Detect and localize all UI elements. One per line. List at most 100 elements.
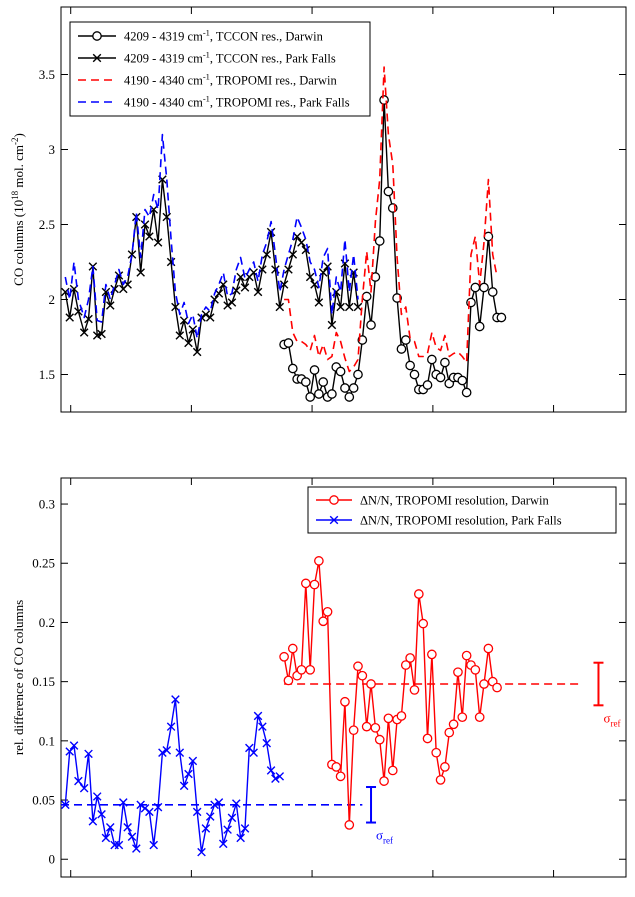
data-point xyxy=(340,696,350,707)
data-point xyxy=(262,250,272,259)
data-point xyxy=(327,320,337,330)
data-point xyxy=(127,832,137,842)
plot-frame xyxy=(60,6,627,413)
data-point xyxy=(396,344,407,354)
y-axis-label: rel. difference of CO columns xyxy=(11,600,26,755)
data-point xyxy=(297,238,306,247)
data-point xyxy=(236,833,245,843)
y-tick-label: 2.5 xyxy=(39,217,55,232)
data-point xyxy=(336,302,345,312)
data-point xyxy=(279,280,289,289)
data-point xyxy=(483,643,494,654)
data-point xyxy=(357,670,368,681)
data-point xyxy=(353,302,363,312)
legend-marker xyxy=(92,53,102,63)
data-point xyxy=(171,695,180,704)
legend-entry: ΔN/N, TROPOMI resolution, Park Falls xyxy=(360,514,562,528)
data-point xyxy=(253,711,263,721)
data-point xyxy=(105,301,115,310)
data-point xyxy=(123,822,132,832)
sigma-ref-label: σref xyxy=(603,710,620,728)
data-point xyxy=(61,287,70,297)
legend-box xyxy=(307,486,617,534)
y-tick-label: 3 xyxy=(49,142,56,157)
data-point xyxy=(214,798,224,807)
data-point xyxy=(162,746,172,755)
legend-entry: ΔN/N, TROPOMI resolution, Darwin xyxy=(360,494,549,508)
y-tick-label: 0.2 xyxy=(39,615,55,630)
data-point xyxy=(145,232,154,241)
data-point xyxy=(444,727,455,738)
data-point xyxy=(153,802,163,812)
data-point xyxy=(323,262,332,271)
data-point xyxy=(92,792,102,801)
data-point xyxy=(305,392,316,402)
data-point xyxy=(453,667,463,678)
data-point xyxy=(470,282,481,293)
data-point xyxy=(383,713,394,724)
data-point xyxy=(171,302,180,312)
data-point xyxy=(266,766,276,775)
data-point xyxy=(140,220,150,229)
data-point xyxy=(470,664,481,675)
data-point xyxy=(387,765,398,776)
legend-marker xyxy=(329,515,339,525)
data-point xyxy=(210,800,219,810)
data-point xyxy=(422,733,433,744)
data-point xyxy=(84,749,93,759)
legend-entry: 4190 - 4340 cm-1, TROPOMI res., Park Fal… xyxy=(124,94,350,110)
data-point xyxy=(284,265,293,274)
sigma-symbol: σ xyxy=(376,828,383,843)
legend-entry-text: 4190 - 4340 cm xyxy=(124,74,203,88)
data-point xyxy=(287,363,298,374)
data-point xyxy=(127,250,137,259)
data-point xyxy=(258,722,267,731)
data-point xyxy=(262,738,272,748)
legend-entry-sup: -1 xyxy=(203,28,210,38)
data-point xyxy=(184,338,193,348)
data-point xyxy=(379,776,389,786)
legend-entry-sup: -1 xyxy=(203,94,210,104)
series-line xyxy=(64,178,359,353)
data-point xyxy=(457,375,468,386)
y-tick-label: 3.5 xyxy=(39,67,55,82)
legend-entry: 4190 - 4340 cm-1, TROPOMI res., Darwin xyxy=(124,72,337,88)
data-point xyxy=(249,748,258,757)
data-point xyxy=(79,783,89,793)
data-point xyxy=(374,236,385,246)
series-line xyxy=(284,66,498,373)
data-point xyxy=(105,822,115,832)
data-point xyxy=(331,762,342,772)
data-point xyxy=(114,840,124,850)
data-point xyxy=(479,679,489,689)
data-point xyxy=(283,675,294,686)
data-point xyxy=(474,712,485,723)
data-point xyxy=(344,392,355,402)
data-point xyxy=(409,369,420,380)
data-point xyxy=(175,331,185,340)
data-point xyxy=(175,748,185,757)
legend-entry-text: , TROPOMI res., Park Falls xyxy=(210,96,350,110)
data-point xyxy=(240,283,250,292)
data-point xyxy=(275,772,285,781)
y-axis-label-text: mol. cm xyxy=(11,145,26,191)
data-point xyxy=(279,651,289,662)
data-point xyxy=(201,824,211,833)
data-point xyxy=(223,301,232,310)
data-point xyxy=(366,320,376,330)
data-point xyxy=(166,722,176,731)
data-point xyxy=(136,268,145,277)
data-point xyxy=(396,711,407,721)
data-point xyxy=(192,347,202,357)
legend-entry-text: 4190 - 4340 cm xyxy=(124,96,203,110)
data-point xyxy=(197,847,206,857)
legend-entry-sup: -1 xyxy=(203,50,210,60)
series-line xyxy=(283,560,498,826)
data-point xyxy=(218,839,228,849)
data-point xyxy=(479,282,489,293)
legend-entry: 4209 - 4319 cm-1, TCCON res., Darwin xyxy=(124,28,324,44)
data-point xyxy=(69,741,79,750)
data-point xyxy=(65,747,74,756)
data-point xyxy=(448,719,459,730)
data-point xyxy=(223,825,232,834)
